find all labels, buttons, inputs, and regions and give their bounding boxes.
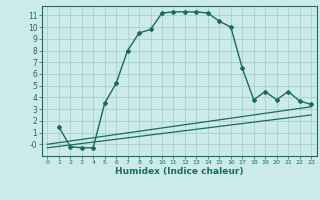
X-axis label: Humidex (Indice chaleur): Humidex (Indice chaleur) (115, 167, 244, 176)
